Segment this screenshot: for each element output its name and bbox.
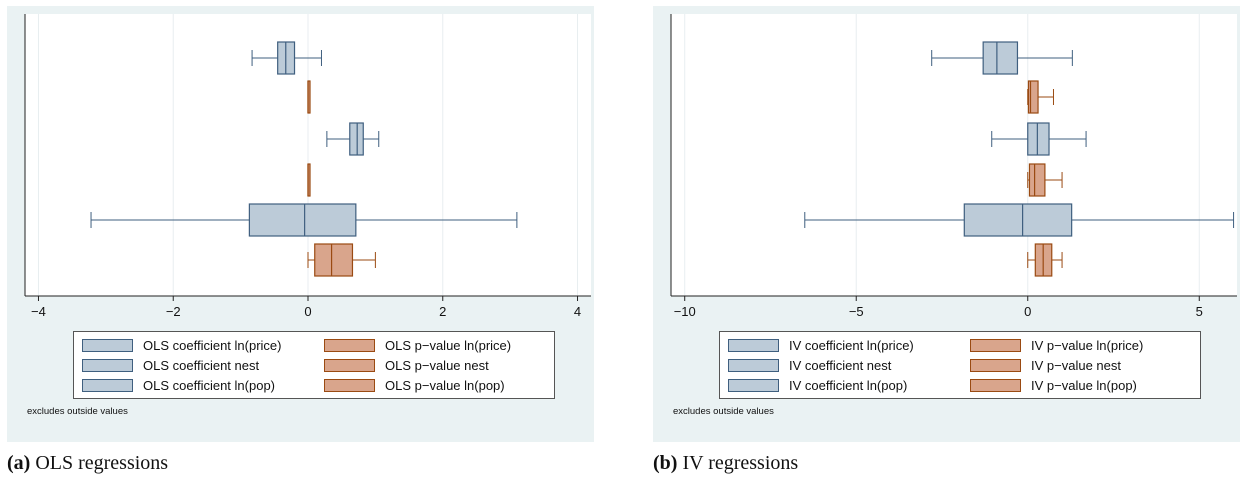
legend-swatch <box>728 378 779 392</box>
iv-legend: IV coefficient ln(price) IV p−value ln(pr… <box>719 331 1201 399</box>
caption-ols-tag: (a) <box>7 452 31 474</box>
box-3 <box>307 163 311 197</box>
legend-label: OLS p−value ln(pop) <box>385 377 505 393</box>
iqr-box <box>248 203 357 237</box>
legend-label: IV p−value ln(price) <box>1031 337 1144 353</box>
x-tick-label: 0 <box>304 304 311 319</box>
iqr-box <box>314 243 354 277</box>
legend-swatch <box>82 338 133 352</box>
legend-swatch <box>324 338 375 352</box>
caption-iv-text: IV regressions <box>682 452 799 474</box>
legend-label: OLS coefficient ln(pop) <box>143 377 275 393</box>
caption-ols: (a) OLS regressions <box>7 452 168 475</box>
box-2 <box>326 122 380 156</box>
legend-swatch <box>82 358 133 372</box>
caption-iv: (b) IV regressions <box>653 452 798 475</box>
box-4 <box>90 203 518 237</box>
box-1 <box>307 80 311 114</box>
legend-label: IV p−value nest <box>1031 357 1121 373</box>
x-tick-label: 0 <box>1024 304 1031 319</box>
legend-label: IV p−value ln(pop) <box>1031 377 1137 393</box>
plot-area <box>671 14 1237 296</box>
caption-ols-text: OLS regressions <box>35 452 169 474</box>
box-4 <box>804 203 1235 237</box>
box-3 <box>1027 163 1063 197</box>
legend-label: IV coefficient ln(price) <box>789 337 914 353</box>
legend-swatch <box>324 358 375 372</box>
legend-swatch <box>970 358 1021 372</box>
legend-item: OLS coefficient nest <box>82 356 259 374</box>
ols-note: excludes outside values <box>27 406 128 417</box>
iqr-box <box>963 203 1073 237</box>
x-tick-label: −2 <box>166 304 181 319</box>
box-2 <box>991 122 1087 156</box>
panel-ols: −4 −2 0 2 4 OLS coefficient ln(price) OLS p−v… <box>7 6 594 442</box>
x-tick-label: −4 <box>31 304 46 319</box>
ols-legend: OLS coefficient ln(price) OLS p−value ln(… <box>73 331 555 399</box>
iqr-box <box>1027 80 1039 114</box>
iqr-box <box>349 122 364 156</box>
legend-item: IV coefficient ln(pop) <box>728 376 907 394</box>
iv-note: excludes outside values <box>673 406 774 417</box>
legend-label: IV coefficient nest <box>789 357 892 373</box>
legend-item: OLS p−value ln(price) <box>324 336 511 354</box>
iqr-box <box>1027 122 1050 156</box>
iqr-box <box>982 41 1019 75</box>
x-tick-label: 4 <box>574 304 581 319</box>
ols-boxplot: −4 −2 0 2 4 <box>24 14 591 319</box>
legend-swatch <box>728 358 779 372</box>
legend-label: OLS coefficient ln(price) <box>143 337 282 353</box>
legend-item: IV p−value ln(price) <box>970 336 1143 354</box>
caption-iv-tag: (b) <box>653 452 678 474</box>
iv-boxplot: −10 −5 0 5 <box>670 14 1237 319</box>
legend-item: OLS coefficient ln(pop) <box>82 376 275 394</box>
x-tick-label: −5 <box>849 304 864 319</box>
legend-label: OLS p−value ln(price) <box>385 337 512 353</box>
panel-iv: −10 −5 0 5 IV coefficient ln(price) IV p−val… <box>653 6 1240 442</box>
x-tick-label: −10 <box>674 304 696 319</box>
box-0 <box>251 41 322 75</box>
legend-item: OLS p−value ln(pop) <box>324 376 505 394</box>
legend-label: IV coefficient ln(pop) <box>789 377 908 393</box>
legend-item: IV p−value ln(pop) <box>970 376 1137 394</box>
x-tick-label: 2 <box>439 304 446 319</box>
iqr-box <box>1028 163 1046 197</box>
legend-swatch <box>324 378 375 392</box>
legend-swatch <box>970 378 1021 392</box>
legend-swatch <box>970 338 1021 352</box>
legend-item: IV coefficient nest <box>728 356 891 374</box>
legend-swatch <box>82 378 133 392</box>
legend-label: OLS coefficient nest <box>143 357 260 373</box>
legend-item: OLS coefficient ln(price) <box>82 336 282 354</box>
legend-swatch <box>728 338 779 352</box>
legend-label: OLS p−value nest <box>385 357 489 373</box>
x-tick-label: 5 <box>1196 304 1203 319</box>
box-0 <box>931 41 1073 75</box>
box-1 <box>1027 80 1054 114</box>
box-5 <box>1027 243 1063 277</box>
box-5 <box>307 243 376 277</box>
legend-item: IV p−value nest <box>970 356 1121 374</box>
legend-item: IV coefficient ln(price) <box>728 336 914 354</box>
legend-item: OLS p−value nest <box>324 356 489 374</box>
